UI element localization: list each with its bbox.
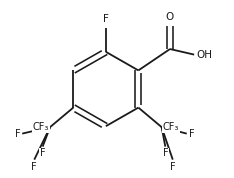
Text: F: F: [31, 161, 37, 172]
Text: F: F: [163, 148, 168, 158]
Text: F: F: [189, 129, 194, 139]
Text: O: O: [166, 12, 174, 22]
Text: F: F: [40, 148, 45, 158]
Text: CF₃: CF₃: [33, 122, 49, 132]
Text: F: F: [15, 129, 20, 139]
Text: OH: OH: [196, 50, 212, 60]
Text: F: F: [103, 14, 109, 24]
Text: CF₃: CF₃: [163, 122, 179, 132]
Text: F: F: [170, 161, 176, 172]
